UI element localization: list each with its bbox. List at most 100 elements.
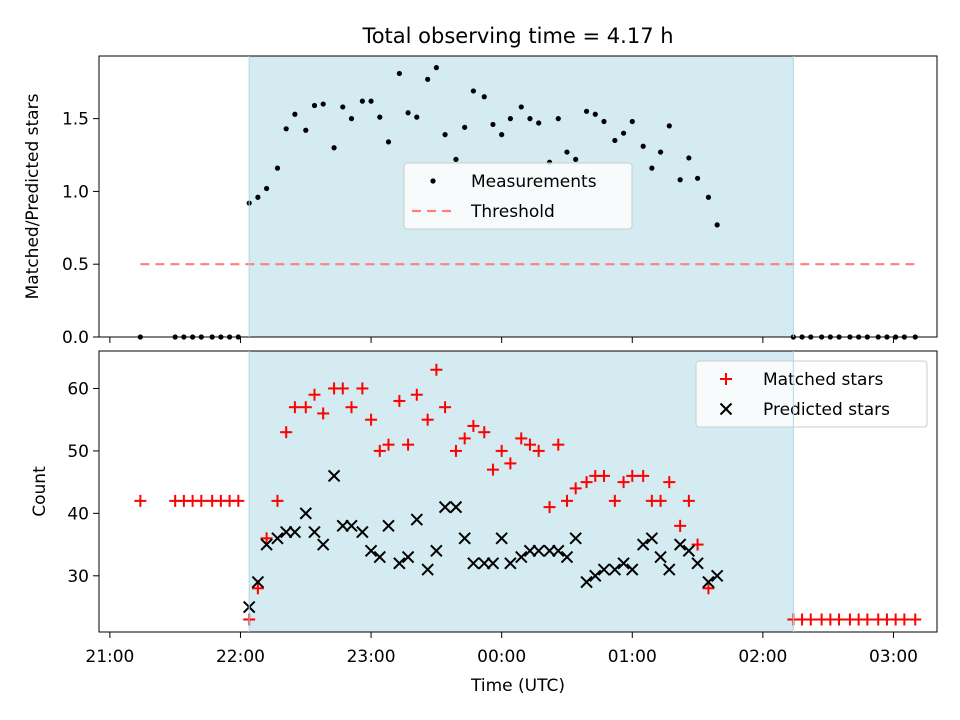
predicted-star-point: [626, 563, 639, 576]
measurement-point: [405, 110, 411, 116]
y-tick-label: 50: [67, 442, 89, 462]
measurement-point: [425, 76, 431, 82]
predicted-star-point: [449, 500, 463, 514]
matched-star-point: [543, 501, 556, 514]
top-panel: 0.0 0.5 1.0 1.5 Matched/Predicted stars Mea…: [23, 55, 938, 348]
matched-star-point: [195, 494, 208, 507]
predicted-star-point: [486, 557, 500, 570]
legend-x-glyph: [719, 402, 733, 416]
matched-star-point: [308, 388, 321, 401]
matched-star-point: [134, 494, 147, 507]
matched-star-point: [702, 582, 715, 595]
x-tick-label: 00:00: [477, 647, 526, 667]
measurement-point: [714, 222, 720, 228]
matched-star-point: [486, 463, 499, 476]
predicted-star-point: [467, 557, 480, 570]
predicted-star-point: [673, 538, 687, 551]
top-y-ticks: 0.0 0.5 1.0 1.5: [62, 110, 99, 348]
matched-star-point: [478, 426, 491, 439]
measurement-point: [331, 145, 337, 151]
matched-star-point: [597, 469, 610, 482]
bottom-panel: 30 40 50 60 21:00 22:00 23:00 00:00 01:00 02:00 0…: [30, 350, 938, 696]
predicted-star-point: [438, 500, 452, 514]
measurement-point: [303, 127, 309, 133]
predicted-star-point: [327, 469, 341, 483]
matched-star-point: [430, 363, 443, 376]
measurement-point: [507, 116, 513, 122]
measurement-point: [348, 116, 355, 122]
measurement-point: [396, 70, 402, 77]
matched-star-point: [317, 407, 330, 420]
measurement-point: [320, 101, 326, 107]
measurement-point: [601, 118, 607, 125]
matched-star-point: [804, 613, 817, 626]
matched-star-point: [617, 476, 630, 489]
predicted-star-point: [260, 538, 273, 551]
matched-star-point: [280, 426, 293, 439]
legend-matched-label: Matched stars: [763, 370, 883, 390]
matched-star-point: [552, 438, 565, 451]
predicted-star-point: [382, 519, 395, 533]
legend-plus-glyph: [720, 373, 732, 385]
predicted-star-point: [288, 525, 302, 539]
predicted-star-point: [410, 513, 423, 526]
matched-star-point: [410, 388, 423, 401]
figure-title: Total observing time = 4.17 h: [361, 24, 673, 48]
predicted-star-point: [345, 519, 358, 533]
y-tick-label: 30: [67, 567, 89, 587]
matched-star-point: [569, 482, 582, 495]
x-axis-label: Time (UTC): [470, 676, 565, 696]
bottom-legend: Matched stars Predicted stars: [695, 360, 928, 428]
predicted-star-point: [458, 532, 471, 545]
predicted-star-point: [617, 557, 630, 570]
bottom-count-points: [134, 363, 922, 626]
measurement-point: [414, 114, 420, 120]
predicted-star-point: [710, 569, 724, 583]
predicted-star-point: [251, 575, 265, 589]
matched-star-point: [523, 438, 536, 451]
matched-star-point: [532, 444, 545, 457]
measurement-point: [470, 88, 476, 94]
matched-star-point: [402, 438, 415, 451]
measurement-point: [274, 165, 281, 171]
matched-star-point: [382, 438, 395, 451]
matched-star-point: [515, 432, 528, 445]
predicted-star-point: [580, 575, 593, 589]
predicted-star-point: [430, 544, 443, 558]
predicted-star-point: [495, 532, 508, 545]
measurement-point: [677, 177, 683, 183]
measurement-point: [629, 118, 635, 125]
top-y-axis-label: Matched/Predicted stars: [23, 93, 43, 299]
measurement-point: [255, 194, 261, 200]
matched-star-point: [682, 494, 695, 507]
measurement-point: [490, 121, 496, 128]
measurement-point: [657, 149, 664, 155]
top-legend: Measurements Threshold: [403, 162, 633, 230]
predicted-star-point: [364, 544, 378, 558]
measurement-point: [686, 155, 692, 161]
measurement-point: [264, 185, 270, 192]
matched-star-point: [909, 613, 922, 626]
y-tick-label: 1.5: [62, 110, 89, 130]
legend-measurements-marker: [430, 178, 436, 184]
measurement-point: [340, 104, 346, 110]
predicted-star-point: [299, 507, 312, 520]
matched-star-point: [608, 494, 621, 507]
matched-star-point: [373, 444, 386, 457]
bottom-axes-frame: [98, 350, 938, 633]
legend-predicted-label: Predicted stars: [763, 400, 890, 420]
measurement-point: [433, 65, 439, 71]
top-legend-box: [403, 162, 633, 230]
matched-star-point: [260, 532, 273, 545]
predicted-star-point: [663, 563, 676, 576]
matched-star-point: [504, 457, 517, 470]
predicted-star-point: [702, 575, 715, 589]
predicted-star-point: [271, 532, 284, 545]
predicted-star-point: [532, 544, 545, 558]
bottom-y-axis-label: Count: [30, 466, 50, 517]
measurement-point: [499, 132, 505, 138]
matched-star-point: [232, 494, 245, 507]
matched-star-point: [637, 469, 650, 482]
y-tick-label: 60: [67, 379, 89, 399]
